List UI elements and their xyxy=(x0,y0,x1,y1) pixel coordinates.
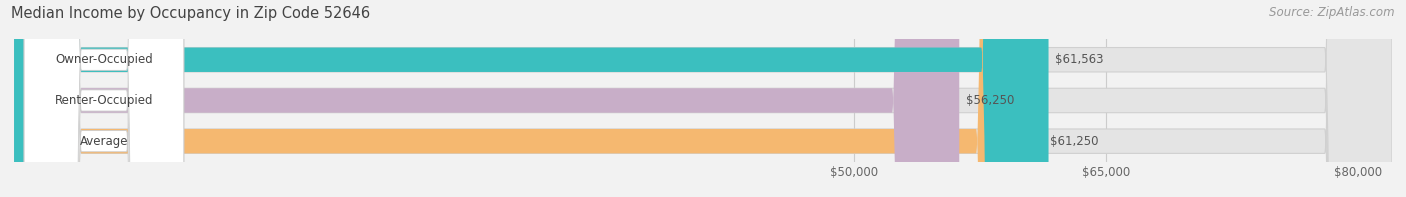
FancyBboxPatch shape xyxy=(14,0,1392,197)
Text: Owner-Occupied: Owner-Occupied xyxy=(55,53,153,66)
Text: $56,250: $56,250 xyxy=(966,94,1014,107)
FancyBboxPatch shape xyxy=(24,0,184,197)
Text: $61,563: $61,563 xyxy=(1056,53,1104,66)
FancyBboxPatch shape xyxy=(24,0,184,197)
FancyBboxPatch shape xyxy=(14,0,959,197)
Text: $61,250: $61,250 xyxy=(1050,135,1098,148)
Text: Renter-Occupied: Renter-Occupied xyxy=(55,94,153,107)
FancyBboxPatch shape xyxy=(14,0,1049,197)
Text: Average: Average xyxy=(80,135,128,148)
FancyBboxPatch shape xyxy=(14,0,1392,197)
Text: Median Income by Occupancy in Zip Code 52646: Median Income by Occupancy in Zip Code 5… xyxy=(11,6,370,21)
FancyBboxPatch shape xyxy=(14,0,1392,197)
FancyBboxPatch shape xyxy=(14,0,1043,197)
Text: Source: ZipAtlas.com: Source: ZipAtlas.com xyxy=(1270,6,1395,19)
FancyBboxPatch shape xyxy=(24,0,184,197)
